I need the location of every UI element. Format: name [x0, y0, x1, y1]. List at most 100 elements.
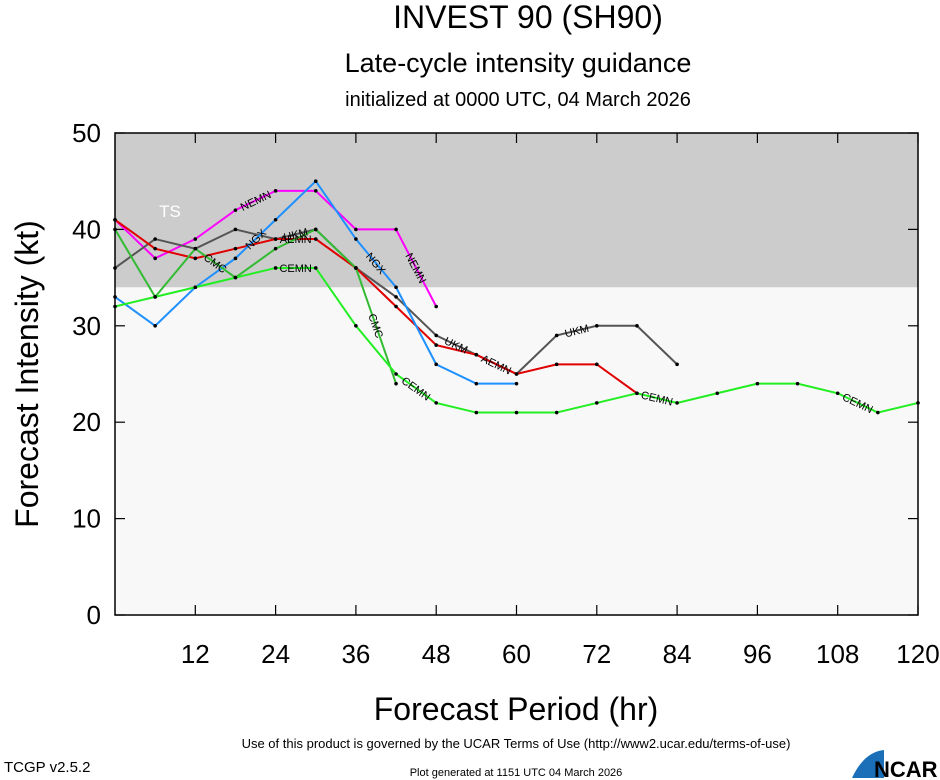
x-tick-label: 108 [816, 639, 859, 669]
x-tick-label: 60 [502, 639, 531, 669]
generated-text: Plot generated at 1151 UTC 04 March 2026 [410, 767, 623, 779]
data-point [233, 227, 238, 232]
y-tick-label: 40 [72, 214, 101, 244]
data-point [595, 324, 599, 328]
data-point [273, 237, 278, 241]
data-point [313, 189, 318, 193]
data-point [675, 401, 679, 405]
data-point [394, 285, 398, 290]
data-point [273, 246, 278, 251]
data-point [273, 189, 278, 193]
data-point [233, 275, 238, 280]
line-label-text: AEMN [280, 234, 312, 246]
data-point [835, 391, 840, 396]
logo-mark [852, 750, 884, 778]
data-point [354, 266, 358, 270]
data-point [795, 381, 800, 386]
data-point [595, 362, 599, 367]
logo-text: NCAR [874, 757, 938, 780]
data-point [474, 352, 479, 357]
data-point [313, 266, 318, 270]
data-point [394, 372, 398, 376]
data-point [394, 295, 398, 299]
series-line [114, 218, 638, 395]
data-point [354, 324, 358, 328]
data-point [474, 381, 479, 386]
data-point [434, 362, 439, 367]
data-point [514, 372, 519, 376]
data-point [876, 410, 880, 415]
line-label-text: UKM [283, 227, 310, 244]
data-point [153, 295, 157, 299]
x-tick-label: 12 [181, 639, 210, 669]
data-point [193, 237, 198, 241]
data-point [273, 217, 278, 222]
terms-text: Use of this product is governed by the U… [242, 736, 791, 751]
x-tick-label: 36 [341, 639, 370, 669]
chart-title: INVEST 90 (SH90) [393, 0, 663, 35]
line-label: AEMN [280, 234, 312, 246]
x-tick-label: 84 [663, 639, 692, 669]
version-text: TCGP v2.5.2 [4, 759, 90, 776]
data-point [434, 304, 439, 309]
line-label: UKM [283, 227, 310, 244]
data-point [193, 285, 198, 290]
line-label: UKM [564, 323, 591, 340]
data-point [153, 246, 157, 251]
data-point [233, 256, 238, 261]
data-point [394, 304, 398, 309]
line-label-text: CEMN [279, 263, 311, 275]
y-tick-label: 0 [87, 600, 101, 630]
y-tick-label: 30 [72, 311, 101, 341]
data-point [354, 237, 358, 241]
data-point [153, 324, 157, 328]
data-point [514, 381, 519, 386]
line-label-text: UKM [564, 323, 591, 340]
data-point [313, 237, 318, 241]
data-point [675, 362, 679, 367]
x-tick-label: 24 [261, 639, 290, 669]
data-point [153, 256, 157, 261]
data-point [554, 333, 559, 338]
chart-subtitle: Late-cycle intensity guidance [345, 48, 692, 78]
data-point [313, 227, 318, 232]
data-point [394, 381, 398, 386]
data-point [233, 246, 238, 251]
ts-band [115, 133, 918, 288]
x-tick-label: 72 [582, 639, 611, 669]
data-point [514, 410, 519, 415]
data-point [434, 343, 439, 347]
data-point [273, 266, 278, 270]
line-label: CEMN [279, 263, 311, 275]
data-point [635, 324, 639, 328]
data-point [635, 391, 639, 396]
data-point [193, 256, 198, 261]
data-point [434, 401, 439, 405]
ts-label: TS [159, 202, 181, 221]
data-point [394, 227, 398, 232]
data-point [434, 333, 439, 338]
x-tick-label: 96 [743, 639, 772, 669]
data-point [554, 362, 559, 367]
y-tick-label: 50 [72, 118, 101, 148]
data-point [193, 246, 198, 251]
data-point [715, 391, 720, 396]
y-tick-label: 10 [72, 504, 101, 534]
plot-frame [114, 132, 919, 616]
x-tick-label: 48 [422, 639, 451, 669]
series-line [114, 228, 397, 384]
y-tick-label: 20 [72, 407, 101, 437]
init-text: initialized at 0000 UTC, 04 March 2026 [345, 89, 691, 111]
data-point [595, 401, 599, 405]
data-point [153, 237, 157, 241]
data-point [755, 381, 760, 386]
data-point [313, 179, 318, 183]
data-point [554, 410, 559, 415]
y-axis-label: Forecast Intensity (kt) [9, 220, 45, 528]
data-point [474, 410, 479, 415]
data-point [233, 208, 238, 212]
x-tick-label: 120 [896, 639, 939, 669]
data-point [354, 227, 358, 232]
x-axis-label: Forecast Period (hr) [374, 691, 659, 727]
